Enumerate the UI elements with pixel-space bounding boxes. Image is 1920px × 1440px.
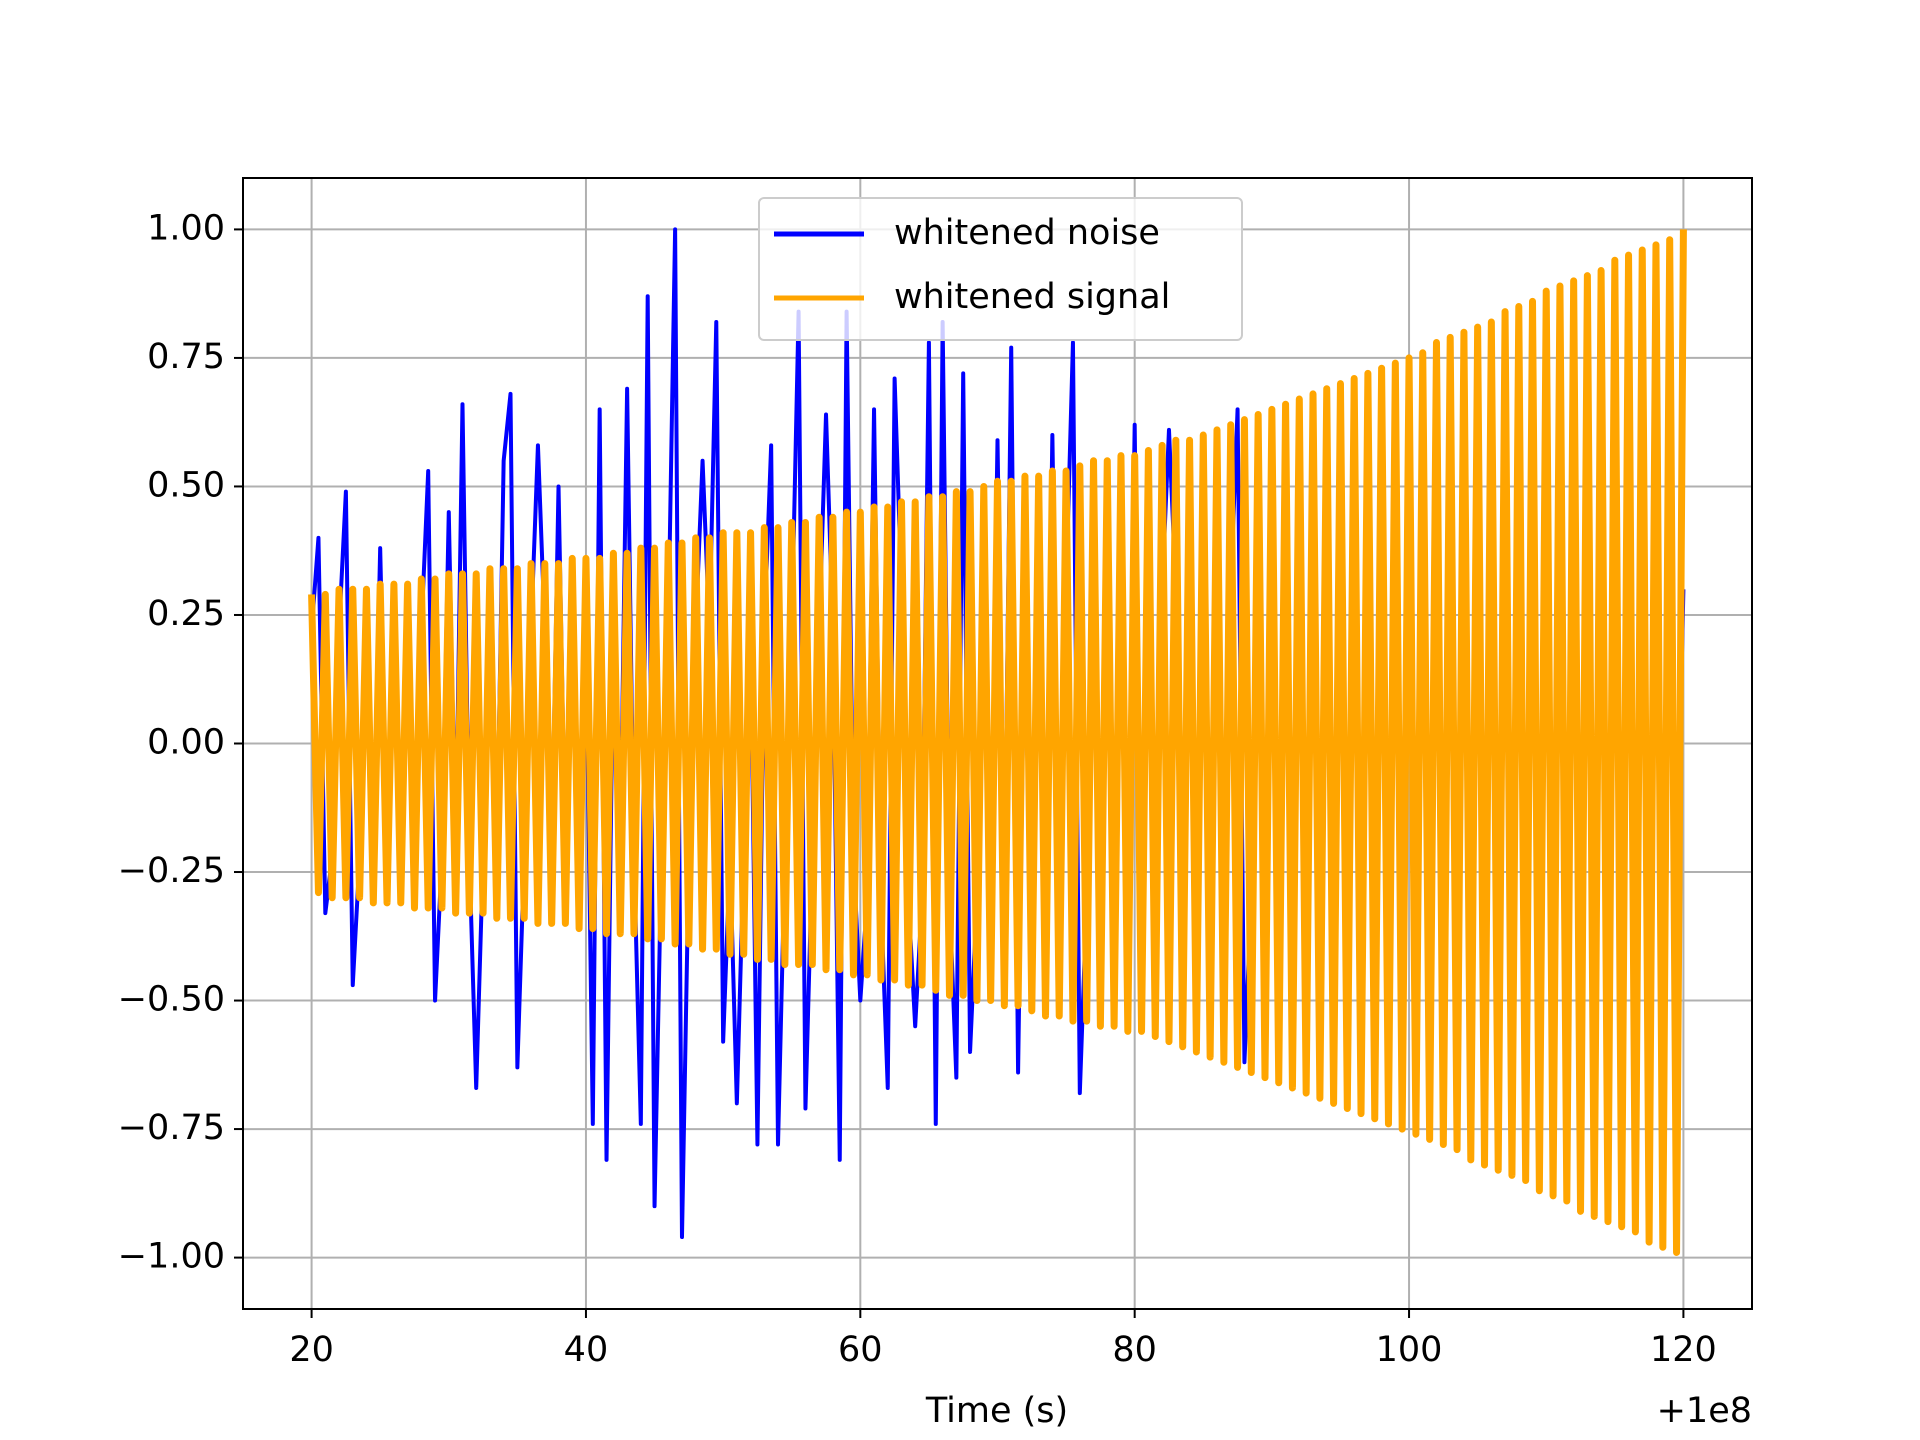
x-tick-label: 40	[564, 1330, 609, 1370]
x-offset-label: +1e8	[1657, 1391, 1752, 1431]
y-tick-label: −1.00	[118, 1237, 225, 1277]
y-tick-label: 0.25	[147, 594, 225, 634]
y-tick-label: 0.00	[147, 723, 225, 763]
y-tick-label: −0.75	[118, 1108, 225, 1148]
x-tick-label: 20	[289, 1330, 334, 1370]
legend-box	[758, 197, 1243, 341]
y-tick-label: −0.25	[118, 851, 225, 891]
x-tick-label: 100	[1376, 1330, 1443, 1370]
y-tick-label: 0.75	[147, 337, 225, 377]
y-tick-label: 0.50	[147, 465, 225, 505]
legend-label: whitened noise	[894, 213, 1160, 253]
y-tick-label: −0.50	[118, 980, 225, 1020]
x-tick-label: 80	[1112, 1330, 1157, 1370]
y-tick-label: 1.00	[147, 208, 225, 248]
series-line	[308, 229, 1687, 1256]
x-tick-label: 120	[1650, 1330, 1717, 1370]
x-tick-label: 60	[838, 1330, 883, 1370]
legend-label: whitened signal	[894, 277, 1170, 317]
x-axis-label: Time (s)	[925, 1391, 1068, 1431]
axes-frame	[242, 177, 1753, 1310]
